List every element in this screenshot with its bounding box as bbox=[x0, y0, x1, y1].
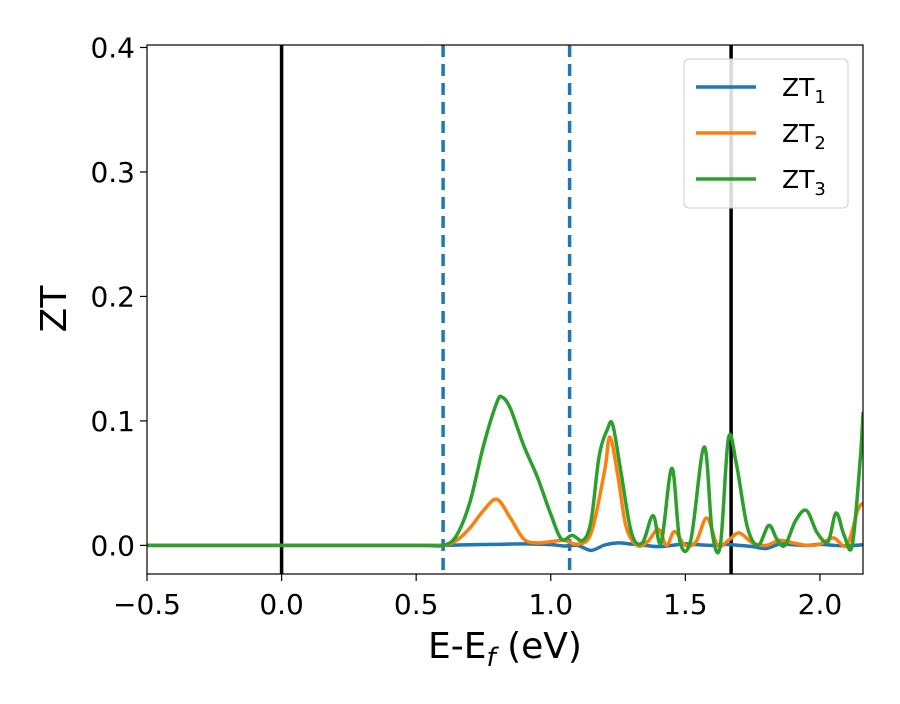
y-axis: 0.0 0.1 0.2 0.3 0.4 bbox=[90, 31, 147, 562]
y-tick-label: 0.0 bbox=[90, 529, 135, 562]
x-axis: −0.5 0.0 0.5 1.0 1.5 2.0 bbox=[113, 574, 842, 621]
reference-lines bbox=[279, 45, 733, 574]
x-tick-label: 1.0 bbox=[528, 588, 573, 621]
x-axis-label: E-Ef (eV) bbox=[428, 626, 582, 673]
x-tick-label: 1.5 bbox=[663, 588, 708, 621]
y-tick-label: 0.1 bbox=[90, 405, 135, 438]
y-tick-label: 0.2 bbox=[90, 280, 135, 313]
x-tick-label: 0.0 bbox=[259, 588, 304, 621]
y-tick-label: 0.4 bbox=[90, 31, 135, 64]
x-tick-label: 0.5 bbox=[394, 588, 439, 621]
x-tick-label: 2.0 bbox=[798, 588, 843, 621]
x-tick-label: −0.5 bbox=[113, 588, 181, 621]
x-axis-label-unit: (eV) bbox=[496, 626, 582, 667]
y-axis-label: ZT bbox=[34, 285, 75, 333]
series-line-zt1 bbox=[147, 541, 863, 553]
plot-frame bbox=[146, 44, 864, 575]
series-line-zt3 bbox=[147, 394, 863, 555]
series-layer bbox=[147, 394, 863, 555]
series-line-zt2 bbox=[147, 435, 863, 549]
y-tick-label: 0.3 bbox=[90, 156, 135, 189]
legend: ZT1 ZT2 ZT3 bbox=[683, 58, 849, 209]
legend-box bbox=[683, 58, 849, 209]
legend-label-zt2: ZT2 bbox=[782, 119, 826, 154]
legend-label-zt1: ZT1 bbox=[782, 73, 826, 108]
legend-label-zt3: ZT3 bbox=[782, 165, 826, 200]
